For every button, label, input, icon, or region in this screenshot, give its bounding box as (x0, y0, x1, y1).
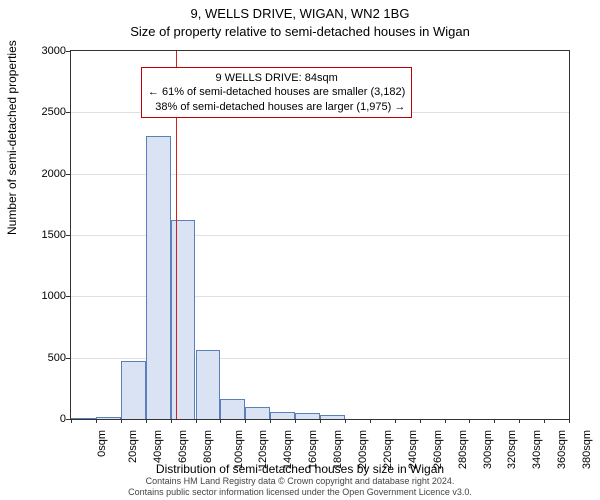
x-tick-mark (196, 419, 197, 423)
plot-area: 9 WELLS DRIVE: 84sqm ← 61% of semi-detac… (70, 50, 570, 420)
chart-title-line1: 9, WELLS DRIVE, WIGAN, WN2 1BG (0, 6, 600, 21)
annotation-box: 9 WELLS DRIVE: 84sqm ← 61% of semi-detac… (141, 67, 412, 118)
x-tick-mark (519, 419, 520, 423)
x-tick-mark (569, 419, 570, 423)
y-tick-label: 1500 (16, 229, 66, 241)
x-axis-label: Distribution of semi-detached houses by … (0, 462, 600, 476)
x-tick-mark (146, 419, 147, 423)
x-tick-mark (469, 419, 470, 423)
x-tick-mark (345, 419, 346, 423)
histogram-bar (146, 136, 171, 419)
x-tick-label: 0sqm (96, 430, 108, 457)
annotation-line1: 9 WELLS DRIVE: 84sqm (148, 71, 405, 85)
histogram-bar (320, 415, 345, 419)
footer-attribution: Contains HM Land Registry data © Crown c… (0, 476, 600, 498)
y-tick-label: 2000 (16, 168, 66, 180)
x-tick-mark (370, 419, 371, 423)
y-tick-label: 3000 (16, 45, 66, 57)
y-tick-label: 1000 (16, 290, 66, 302)
annotation-line3: 38% of semi-detached houses are larger (… (148, 100, 405, 114)
x-tick-mark (245, 419, 246, 423)
x-tick-mark (420, 419, 421, 423)
x-tick-mark (494, 419, 495, 423)
histogram-bar (171, 220, 196, 419)
histogram-bar (121, 361, 146, 419)
x-tick-label: 60sqm (177, 430, 189, 463)
x-tick-mark (270, 419, 271, 423)
x-tick-label: 20sqm (127, 430, 139, 463)
x-tick-mark (121, 419, 122, 423)
x-tick-mark (295, 419, 296, 423)
x-tick-mark (171, 419, 172, 423)
histogram-bar (71, 418, 96, 419)
histogram-bar (245, 407, 270, 419)
histogram-bar (270, 412, 295, 419)
footer-line2: Contains public sector information licen… (0, 487, 600, 498)
histogram-bar (96, 417, 121, 419)
histogram-bar (295, 413, 320, 419)
annotation-line2: ← 61% of semi-detached houses are smalle… (148, 85, 405, 99)
y-tick-label: 0 (16, 413, 66, 425)
x-tick-label: 80sqm (202, 430, 214, 463)
footer-line1: Contains HM Land Registry data © Crown c… (0, 476, 600, 487)
x-tick-label: 40sqm (152, 430, 164, 463)
y-tick-label: 500 (16, 352, 66, 364)
x-tick-mark (71, 419, 72, 423)
histogram-bar (220, 399, 245, 419)
x-tick-mark (320, 419, 321, 423)
y-tick-label: 2500 (16, 106, 66, 118)
x-tick-mark (445, 419, 446, 423)
x-tick-mark (96, 419, 97, 423)
chart-title-line2: Size of property relative to semi-detach… (0, 24, 600, 39)
histogram-bar (196, 350, 221, 419)
property-size-chart: 9, WELLS DRIVE, WIGAN, WN2 1BG Size of p… (0, 0, 600, 500)
x-tick-mark (395, 419, 396, 423)
y-axis-label: Number of semi-detached properties (5, 40, 19, 235)
x-tick-mark (220, 419, 221, 423)
x-tick-mark (544, 419, 545, 423)
